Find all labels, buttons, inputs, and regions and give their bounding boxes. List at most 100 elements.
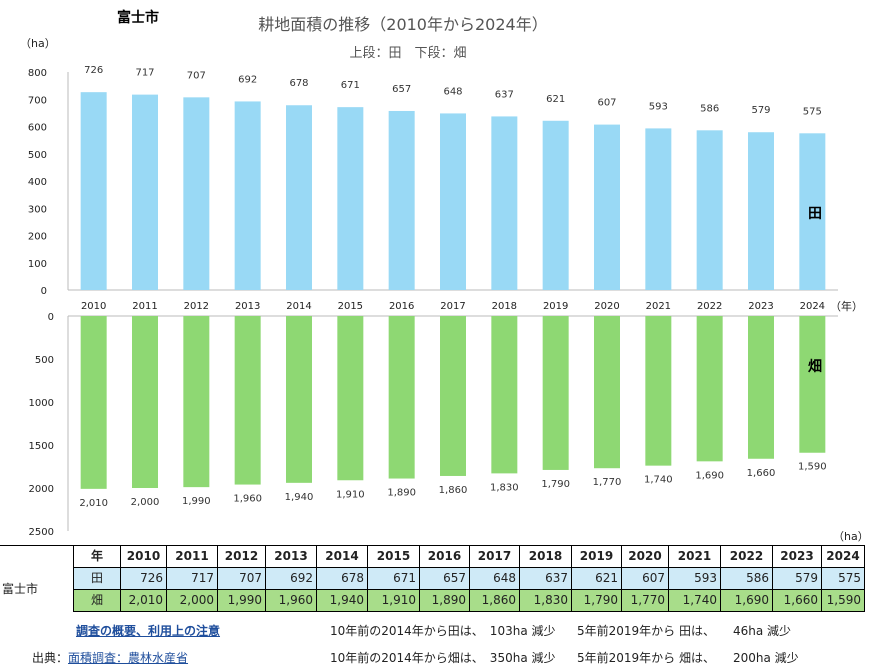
field-bar [440,316,466,476]
paddy-value-cell: 707 [217,567,266,590]
field-data-label: 1,690 [695,470,724,481]
year-header-cell: 年 [73,545,121,568]
x-tick-label: 2016 [389,301,414,312]
x-tick-label: 2018 [492,301,517,312]
field-bar [491,316,518,474]
paddy-value-cell: 586 [720,567,773,590]
year-cell: 2017 [469,545,520,568]
top-y-tick-label: 400 [28,177,47,188]
year-cell: 2013 [265,545,317,568]
source-link[interactable]: 面積調査：農林水産省 [68,651,189,665]
field-value-cell: 1,690 [720,589,773,612]
paddy-data-label: 575 [803,106,822,117]
paddy-data-label: 648 [443,86,462,97]
field-bar [388,316,415,479]
chart-subtitle: 上段：田 下段：畑 [349,46,466,61]
x-axis-labels: 2010 2011 2012 2013 2014 2015 2016 2017 2018 2019… [81,301,825,312]
x-tick-label: 2023 [748,301,773,312]
paddy-bar [645,128,672,290]
field-data-label: 1,790 [541,479,570,490]
field-value-cell: 1,770 [621,589,669,612]
x-unit: （年） [830,299,863,313]
paddy-bar [748,132,774,290]
x-tick-label: 2021 [646,301,671,312]
paddy-bar [234,101,261,291]
table-corner [0,545,74,568]
table-row-paddy: 富士市田 726 717 707 692 678 671 657 648 637 621 607 593… [0,567,865,612]
paddy-data-label: 671 [341,80,360,91]
top-y-tick-label: 100 [28,259,47,270]
top-y-tick-label: 800 [28,68,47,79]
paddy-data-label: 678 [289,78,308,89]
bottom-y-tick-label: 500 [35,355,54,366]
field-value-cell: 1,590 [821,589,865,612]
bottom-y-tick-label: 2000 [29,484,54,495]
year-cell: 2011 [166,545,218,568]
field-10y-note: 10年前の2014年から畑は、 350ha 減少 [330,651,556,665]
x-tick-label: 2012 [184,301,209,312]
paddy-series-label: 田 [808,206,822,222]
overview-link-text[interactable]: 調査の概要、利用上の注意 [76,624,221,638]
paddy-bar [491,116,518,290]
field-data-label: 1,890 [387,488,416,499]
paddy-data-label: 717 [135,68,154,79]
field-bar [337,316,364,481]
overview-link[interactable]: 調査の概要、利用上の注意 [76,622,220,639]
paddy-bar [183,97,210,290]
paddy-bar [594,124,620,290]
paddy-5y-note: 5年前2019年から 田は、 46ha 減少 [577,624,792,638]
field-data-label: 1,910 [336,489,365,500]
year-cell: 2021 [668,545,721,568]
source-note: 出典：面積調査：農林水産省 [32,649,188,666]
year-cell: 2015 [367,545,420,568]
paddy-value-cell: 678 [316,567,368,590]
paddy-data-label: 621 [546,94,565,105]
bottom-y-tick-label: 1500 [29,441,54,452]
paddy-data-label: 579 [751,105,770,116]
field-value-cell: 1,910 [367,589,420,612]
field-data-label: 2,000 [131,497,160,508]
top-y-tick-label: 600 [28,123,47,134]
paddy-bar [80,92,107,290]
top-y-tick-label: 700 [28,95,47,106]
field-value-cell: 1,830 [519,589,572,612]
field-bar [748,316,774,459]
field-bar [234,316,261,485]
year-cell: 2012 [217,545,266,568]
paddy-bar [286,105,312,291]
top-y-tick-label: 300 [28,204,47,215]
paddy-bar [440,113,466,290]
field-bar [80,316,107,489]
paddy-bar [388,110,415,290]
year-cell: 2019 [571,545,622,568]
paddy-data-labels: 726 717 707 692 678 671 657 648 637 621 607 593 586 5… [84,65,822,117]
top-y-tick-label: 0 [41,286,47,297]
x-tick-label: 2013 [235,301,260,312]
year-cell: 2023 [772,545,822,568]
table-row-field: 畑 2,010 2,000 1,990 1,960 1,940 1,910 1,890 1,86… [0,589,865,612]
paddy-value-cell: 579 [772,567,822,590]
year-cell: 2022 [720,545,773,568]
bottom-y-tick-label: 0 [48,312,54,323]
paddy-bars [80,92,826,291]
top-y-tick-label: 500 [28,150,47,161]
paddy-data-label: 593 [649,101,668,112]
chart-title: 耕地面積の推移（2010年から2024年） [258,15,547,34]
paddy-value-cell: 621 [571,567,622,590]
top-y-unit: （ha） [20,37,56,50]
field-bar [286,316,312,483]
field-5y-note: 5年前2019年から 畑は、 200ha 減少 [577,651,799,665]
data-table: 年 2010 2011 2012 2013 2014 2015 2016 2017 2018 201… [0,545,865,612]
field-data-labels: 2,010 2,000 1,990 1,960 1,940 1,910 1,890 1,860… [79,462,826,509]
field-value-cell: 1,790 [571,589,622,612]
field-data-label: 1,960 [233,494,262,505]
year-cell: 2020 [621,545,669,568]
paddy-value-cell: 575 [821,567,865,590]
paddy-bar [696,130,723,290]
paddy-10y-note: 10年前の2014年から田は、 103ha 減少 [330,624,556,638]
paddy-value-cell: 607 [621,567,669,590]
x-tick-label: 2017 [440,301,465,312]
field-data-label: 1,660 [747,468,776,479]
x-tick-label: 2024 [800,301,825,312]
x-tick-label: 2022 [697,301,722,312]
